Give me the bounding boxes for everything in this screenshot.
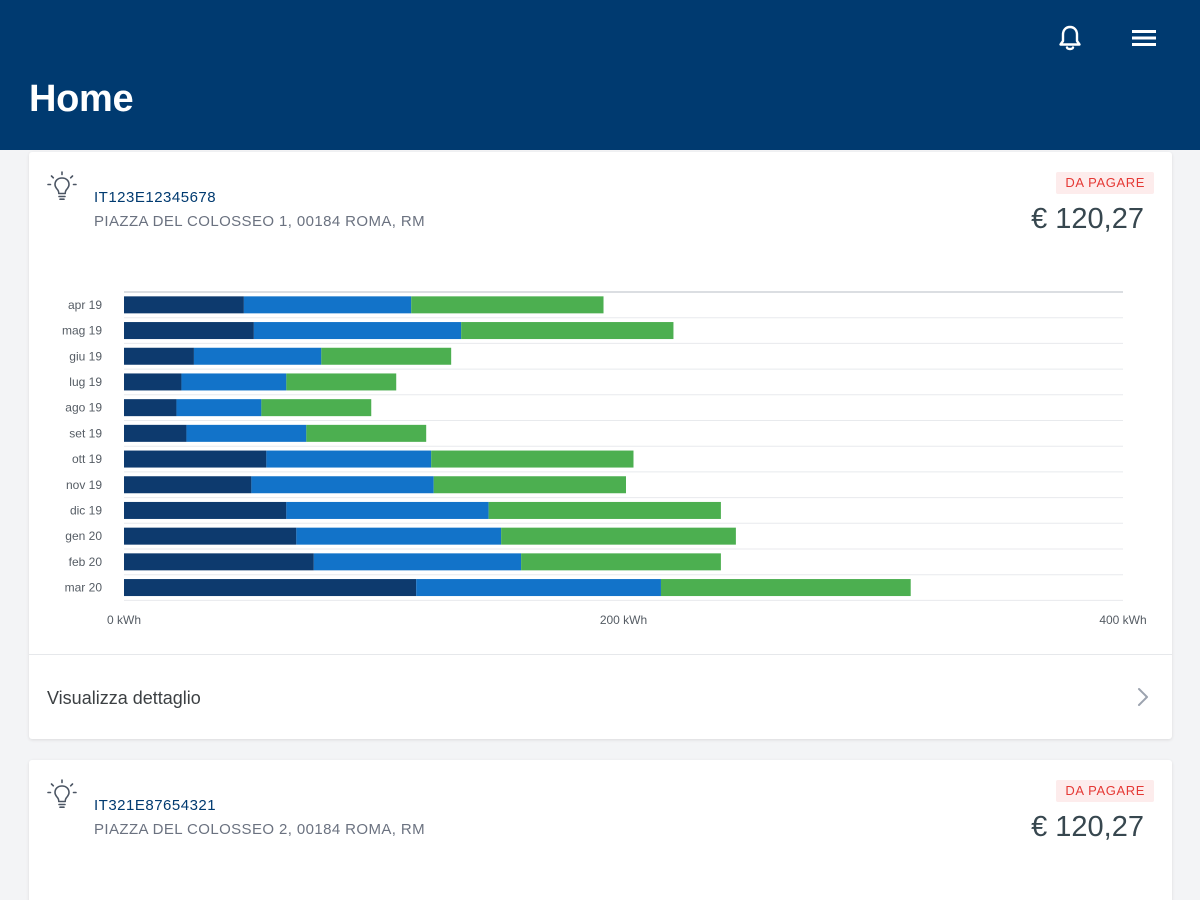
lightbulb-icon <box>47 779 77 809</box>
chart-category-label: giu 19 <box>69 349 102 363</box>
chart-category-label: gen 20 <box>65 529 102 543</box>
chart-category-label: apr 19 <box>68 298 102 312</box>
chart-bar-segment <box>243 296 412 314</box>
chart-bar-segment <box>411 296 604 314</box>
chart-bar-segment <box>124 347 194 365</box>
chart-category-label: lug 19 <box>69 375 102 389</box>
lightbulb-icon <box>47 171 77 201</box>
chart-category-label: mar 20 <box>65 581 103 595</box>
amount-due: € 120,27 <box>1031 811 1144 843</box>
chart-bar-segment <box>124 373 182 391</box>
chart-bar-segment <box>313 553 522 571</box>
chart-bar-segment <box>124 501 287 519</box>
view-detail-label: Visualizza dettaglio <box>47 688 201 708</box>
chart-category-label: mag 19 <box>62 324 102 338</box>
supply-address: PIAZZA DEL COLOSSEO 2, 00184 ROMA, RM <box>94 821 426 838</box>
chart-bar-segment <box>261 399 372 417</box>
chart-bar-segment <box>124 424 187 442</box>
chevron-right-icon <box>1138 688 1148 706</box>
chart-bar-segment <box>124 579 417 597</box>
chart-bar-segment <box>431 450 634 468</box>
chart-bar-segment <box>286 501 489 519</box>
chart-bar-segment <box>124 553 314 571</box>
menu-button[interactable] <box>1124 18 1164 58</box>
chart-bar-segment <box>193 347 322 365</box>
chart-bar-segment <box>433 476 626 494</box>
chart-category-label: dic 19 <box>70 503 102 517</box>
chart-bar-segment <box>660 579 911 597</box>
chart-category-label: ott 19 <box>72 452 102 466</box>
chart-bar-segment <box>124 399 177 417</box>
view-detail-row[interactable]: Visualizza dettaglio <box>29 655 1172 739</box>
chart-bar-segment <box>251 476 434 494</box>
chart-bar-segment <box>321 347 452 365</box>
chart-category-label: nov 19 <box>66 478 102 492</box>
supply-code: IT123E12345678 <box>94 189 217 206</box>
chart-bar-segment <box>501 527 736 545</box>
chart-bar-segment <box>461 322 674 340</box>
app-bar: Home <box>0 0 1200 150</box>
chart-bar-segment <box>176 399 262 417</box>
chart-x-tick-label: 200 kWh <box>600 613 647 627</box>
status-badge: DA PAGARE <box>1056 172 1154 194</box>
chart-x-tick-label: 400 kWh <box>1099 613 1146 627</box>
amount-due: € 120,27 <box>1031 203 1144 235</box>
chart-bar-segment <box>181 373 287 391</box>
chart-bar-segment <box>416 579 661 597</box>
notifications-button[interactable] <box>1050 18 1090 58</box>
card-divider <box>29 654 1172 655</box>
supply-address: PIAZZA DEL COLOSSEO 1, 00184 ROMA, RM <box>94 213 426 230</box>
chart-bar-segment <box>266 450 432 468</box>
consumption-chart: apr 19 mag 19 giu 19 lug 19 ago 19 set 19 ott … <box>62 291 1147 627</box>
status-badge: DA PAGARE <box>1056 780 1154 802</box>
chart-bar-segment <box>488 501 721 519</box>
chart-bar-segment <box>124 450 267 468</box>
supply-card[interactable]: IT123E12345678 PIAZZA DEL COLOSSEO 1, 00… <box>29 152 1172 739</box>
chart-bar-segment <box>286 373 397 391</box>
bell-icon <box>1059 25 1081 51</box>
supply-code: IT321E87654321 <box>94 797 217 814</box>
page-title: Home <box>29 78 134 120</box>
chart-bar-segment <box>306 424 427 442</box>
chart-bar-segment <box>124 322 254 340</box>
hamburger-menu-icon <box>1132 30 1156 46</box>
chart-category-label: feb 20 <box>69 555 103 569</box>
chart-category-label: ago 19 <box>65 401 102 415</box>
chart-bar-segment <box>253 322 462 340</box>
chart-bar-segment <box>124 527 297 545</box>
chart-category-label: set 19 <box>69 426 102 440</box>
supply-card[interactable]: IT321E87654321 PIAZZA DEL COLOSSEO 2, 00… <box>29 760 1172 900</box>
chart-bar-segment <box>296 527 502 545</box>
chart-bar-segment <box>124 476 252 494</box>
chart-bar-segment <box>521 553 721 571</box>
chart-bar-segment <box>124 296 244 314</box>
chart-bar-segment <box>186 424 307 442</box>
chart-x-tick-label: 0 kWh <box>107 613 141 627</box>
